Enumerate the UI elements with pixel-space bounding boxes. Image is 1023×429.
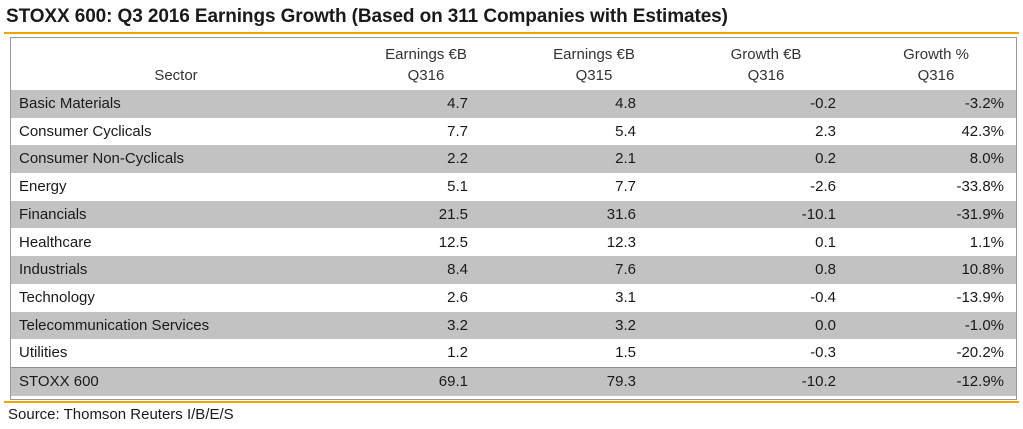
source-note: Source: Thomson Reuters I/B/E/S xyxy=(8,406,234,423)
growth-pct-cell: -13.9% xyxy=(956,288,1004,306)
growth-pct-cell: -1.0% xyxy=(964,316,1004,334)
header-growth-eur: Growth €B Q316 xyxy=(701,44,831,86)
header-earnings-q316: Earnings €B Q316 xyxy=(361,44,491,86)
growth-pct-cell: -20.2% xyxy=(956,344,1004,362)
earnings-q316-cell: 21.5 xyxy=(438,205,468,223)
earnings-q316-cell: 7.7 xyxy=(447,122,468,140)
bottom-accent-rule xyxy=(4,401,1019,403)
earnings-q315-cell: 12.3 xyxy=(606,233,636,251)
earnings-q316-cell: 12.5 xyxy=(438,233,468,251)
table-row: Basic Materials 4.7 4.8 -0.2 -3.2% xyxy=(11,90,1016,118)
sector-cell: Consumer Cyclicals xyxy=(19,122,152,140)
growth-eur-cell: -0.3 xyxy=(810,344,836,362)
growth-pct-cell: 8.0% xyxy=(969,150,1004,168)
header-earnings-q316-line1: Earnings €B xyxy=(385,46,467,63)
earnings-q315-cell: 7.7 xyxy=(615,178,636,196)
earnings-q316-cell: 4.7 xyxy=(447,95,468,112)
table-row: Telecommunication Services 3.2 3.2 0.0 -… xyxy=(11,311,1016,340)
growth-pct-cell: -33.8% xyxy=(956,178,1004,196)
growth-eur-cell: -10.2 xyxy=(801,373,836,390)
earnings-q315-cell: 2.1 xyxy=(615,150,636,168)
header-growth-pct: Growth % Q316 xyxy=(871,44,1001,86)
table-row: Energy 5.1 7.7 -2.6 -33.8% xyxy=(11,173,1016,201)
header-sector-line1 xyxy=(121,44,231,65)
table-total-row: STOXX 600 69.1 79.3 -10.2 -12.9% xyxy=(11,367,1016,396)
growth-pct-cell: 42.3% xyxy=(961,122,1004,140)
growth-pct-cell: 1.1% xyxy=(969,233,1004,251)
table-row: Technology 2.6 3.1 -0.4 -13.9% xyxy=(11,284,1016,312)
earnings-q315-cell: 1.5 xyxy=(615,344,636,362)
sector-cell: STOXX 600 xyxy=(19,373,99,390)
sector-cell: Healthcare xyxy=(19,233,92,251)
earnings-q316-cell: 3.2 xyxy=(447,316,468,334)
header-sector: Sector xyxy=(121,44,231,86)
growth-eur-cell: -10.1 xyxy=(801,205,836,223)
growth-eur-cell: 2.3 xyxy=(815,122,836,140)
header-growth-eur-line2: Q316 xyxy=(747,67,785,84)
sector-cell: Financials xyxy=(19,205,87,223)
sector-cell: Utilities xyxy=(19,344,68,362)
earnings-q315-cell: 31.6 xyxy=(606,205,636,223)
header-growth-pct-line2: Q316 xyxy=(917,67,955,84)
header-earnings-q315: Earnings €B Q315 xyxy=(529,44,659,86)
earnings-q315-cell: 5.4 xyxy=(615,122,636,140)
growth-eur-cell: 0.1 xyxy=(815,233,836,251)
earnings-q315-cell: 79.3 xyxy=(606,373,636,390)
top-accent-rule xyxy=(4,32,1019,34)
sector-cell: Industrials xyxy=(19,261,88,279)
earnings-q315-cell: 4.8 xyxy=(615,95,636,112)
growth-eur-cell: 0.2 xyxy=(815,150,836,168)
earnings-q316-cell: 2.6 xyxy=(447,288,468,306)
earnings-q316-cell: 69.1 xyxy=(438,373,468,390)
table-row: Healthcare 12.5 12.3 0.1 1.1% xyxy=(11,229,1016,257)
growth-eur-cell: 0.8 xyxy=(815,261,836,279)
growth-pct-cell: -31.9% xyxy=(956,205,1004,223)
sector-cell: Consumer Non-Cyclicals xyxy=(19,150,185,168)
growth-eur-cell: -2.6 xyxy=(810,178,836,196)
sector-cell: Energy xyxy=(19,178,67,196)
growth-eur-cell: -0.4 xyxy=(810,288,836,306)
header-earnings-q315-line2: Q315 xyxy=(575,67,613,84)
earnings-q316-cell: 5.1 xyxy=(447,178,468,196)
growth-eur-cell: 0.0 xyxy=(815,316,836,334)
growth-pct-cell: -12.9% xyxy=(956,373,1004,390)
header-earnings-q316-line2: Q316 xyxy=(407,67,445,84)
earnings-q315-cell: 3.1 xyxy=(615,288,636,306)
growth-pct-cell: 10.8% xyxy=(961,261,1004,279)
header-earnings-q315-line1: Earnings €B xyxy=(553,46,635,63)
table-row: Utilities 1.2 1.5 -0.3 -20.2% xyxy=(11,339,1016,367)
sector-cell: Technology xyxy=(19,288,95,306)
table-row: Financials 21.5 31.6 -10.1 -31.9% xyxy=(11,200,1016,229)
earnings-q315-cell: 3.2 xyxy=(615,316,636,334)
table-row: Industrials 8.4 7.6 0.8 10.8% xyxy=(11,256,1016,284)
sector-cell: Basic Materials xyxy=(19,95,121,112)
earnings-q316-cell: 1.2 xyxy=(447,344,468,362)
table-row: Consumer Cyclicals 7.7 5.4 2.3 42.3% xyxy=(11,118,1016,146)
header-sector-line2: Sector xyxy=(154,67,198,84)
earnings-table: Sector Earnings €B Q316 Earnings €B Q315… xyxy=(10,37,1017,400)
growth-pct-cell: -3.2% xyxy=(964,95,1004,112)
growth-eur-cell: -0.2 xyxy=(810,95,836,112)
header-growth-eur-line1: Growth €B xyxy=(730,46,802,63)
earnings-q316-cell: 8.4 xyxy=(447,261,468,279)
sector-cell: Telecommunication Services xyxy=(19,316,210,334)
table-row: Consumer Non-Cyclicals 2.2 2.1 0.2 8.0% xyxy=(11,145,1016,174)
page-title: STOXX 600: Q3 2016 Earnings Growth (Base… xyxy=(6,6,728,27)
earnings-q316-cell: 2.2 xyxy=(447,150,468,168)
table-header: Sector Earnings €B Q316 Earnings €B Q315… xyxy=(11,38,1016,91)
earnings-q315-cell: 7.6 xyxy=(615,261,636,279)
header-growth-pct-line1: Growth % xyxy=(903,46,969,63)
